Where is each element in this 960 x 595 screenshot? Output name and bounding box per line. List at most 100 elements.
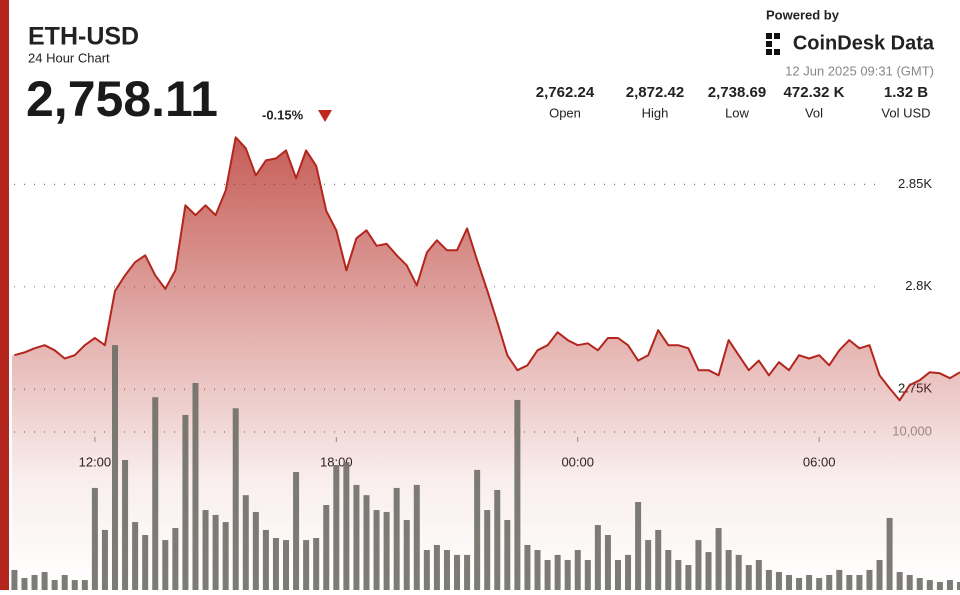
volume-bar [635, 501, 642, 590]
stat-value: 472.32 K [784, 84, 845, 101]
volume-bar [614, 559, 621, 590]
volume-bar [876, 559, 883, 590]
volume-bar [625, 554, 632, 590]
volume-bar [353, 484, 360, 590]
volume-bar [293, 471, 300, 590]
stat-value: 1.32 B [884, 84, 928, 101]
volume-bar [765, 569, 772, 590]
volume-bar [71, 580, 78, 590]
volume-bar [212, 514, 219, 590]
volume-bar [494, 489, 501, 590]
brand-logo [766, 33, 780, 55]
volume-bar [11, 569, 18, 590]
volume-bar [846, 574, 853, 590]
volume-bar [403, 520, 410, 590]
volume-bar [474, 469, 481, 590]
volume-bar [785, 574, 792, 590]
volume-bar [695, 540, 702, 590]
volume-bar [916, 577, 923, 590]
volume-bar [383, 511, 390, 590]
volume-bar [142, 535, 149, 590]
volume-bar [685, 565, 692, 590]
volume-bar [584, 559, 591, 590]
timestamp: 12 Jun 2025 09:31 (GMT) [785, 63, 934, 78]
volume-bar [222, 522, 229, 590]
volume-bar [745, 565, 752, 590]
volume-bar [433, 544, 440, 590]
volume-bar [41, 571, 48, 590]
volume-bar [655, 529, 662, 590]
volume-bar [232, 408, 239, 590]
volume-bar [594, 525, 601, 590]
volume-bar [554, 554, 561, 590]
volume-bar [755, 559, 762, 590]
volume-bar [725, 550, 732, 590]
volume-bar [182, 414, 189, 590]
volume-bar [454, 554, 461, 590]
stat-label: Vol USD [881, 105, 930, 120]
volume-bar [192, 383, 199, 590]
volume-bar [343, 462, 350, 590]
volume-bar [283, 540, 290, 590]
volume-bar [91, 487, 98, 590]
subtitle: 24 Hour Chart [28, 50, 110, 65]
volume-bar [946, 580, 953, 590]
volume-bar [856, 574, 863, 590]
volume-bar [544, 559, 551, 590]
volume-bar [51, 580, 58, 590]
volume-bar [514, 399, 521, 590]
stat-label: High [642, 105, 669, 120]
powered-by: Powered by [766, 7, 840, 22]
stat-label: Open [549, 105, 581, 120]
volume-bar [242, 495, 249, 590]
volume-bar [61, 574, 68, 590]
price-area [12, 137, 960, 591]
brand: CoinDesk Data [793, 32, 935, 54]
volume-bar [152, 397, 159, 590]
volume-bar [524, 544, 531, 590]
stat-value: 2,762.24 [536, 84, 595, 101]
volume-bar [31, 574, 38, 590]
volume-bar [886, 517, 893, 590]
volume-bar [323, 504, 330, 590]
volume-bar [313, 538, 320, 590]
volume-bar [796, 577, 803, 590]
title: ETH-USD [28, 23, 139, 51]
volume-bar [333, 465, 340, 590]
volume-bar [806, 574, 813, 590]
volume-bar [735, 554, 742, 590]
volume-bar [423, 550, 430, 590]
stat-label: Vol [805, 105, 823, 120]
stat-label: Low [725, 105, 749, 120]
volume-bar [715, 528, 722, 590]
volume-bar [112, 345, 119, 590]
volume-bar [21, 577, 28, 590]
volume-bar [705, 552, 712, 590]
volume-bar [936, 581, 943, 590]
volume-bar [262, 529, 269, 590]
volume-bar [896, 571, 903, 590]
volume-bar [826, 574, 833, 590]
stat-value: 2,872.42 [626, 84, 684, 101]
volume-bar [101, 529, 108, 590]
volume-bar [957, 581, 960, 590]
volume-bar [564, 559, 571, 590]
volume-bar [202, 510, 209, 590]
volume-bar [464, 554, 471, 590]
y-tick-label: 2.85K [898, 176, 932, 191]
stat-value: 2,738.69 [708, 84, 766, 101]
volume-bar [172, 528, 179, 590]
volume-bar [373, 510, 380, 590]
volume-bar [252, 511, 259, 590]
volume-bar [665, 550, 672, 590]
volume-bar [132, 522, 139, 590]
price: 2,758.11 [26, 71, 218, 127]
volume-bar [675, 559, 682, 590]
volume-bar [775, 571, 782, 590]
accent-bar [0, 0, 9, 590]
volume-bar [81, 580, 88, 590]
volume-bar [534, 550, 541, 590]
volume-bar [162, 540, 169, 590]
volume-bar [504, 520, 511, 590]
